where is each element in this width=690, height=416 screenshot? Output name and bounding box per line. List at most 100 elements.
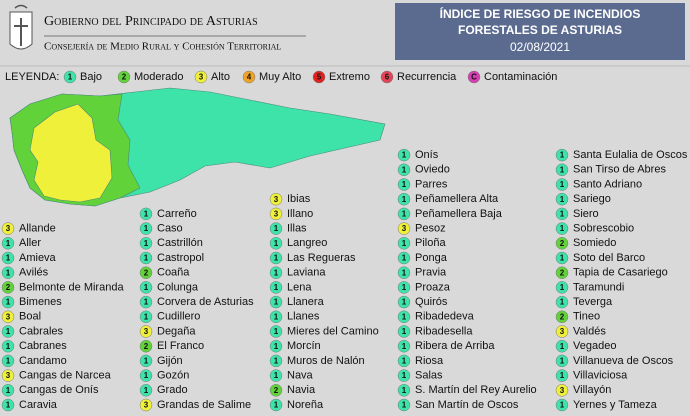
level-number: 3 xyxy=(560,327,565,336)
municipality: Mieres del Camino xyxy=(287,325,379,337)
municipality: Cabranes xyxy=(19,340,67,352)
level-number: 1 xyxy=(560,357,565,366)
level-badge xyxy=(397,281,411,294)
level-badge xyxy=(269,354,283,368)
municipality: Langreo xyxy=(287,237,327,249)
municipality: San Tirso de Abres xyxy=(573,164,666,176)
level-badge xyxy=(397,192,411,206)
level-badge xyxy=(269,339,283,353)
level-badge xyxy=(139,339,153,353)
level-badge xyxy=(1,222,15,235)
level-number: 3 xyxy=(199,73,204,82)
level-badge xyxy=(397,251,411,265)
level-number: 3 xyxy=(144,401,149,410)
level-badge xyxy=(555,251,569,265)
level-badge xyxy=(139,266,153,279)
level-number: C xyxy=(471,73,477,82)
municipality: Valdés xyxy=(573,325,606,337)
level-number: 1 xyxy=(6,342,11,351)
level-number: 1 xyxy=(6,386,11,395)
municipality: Cabrales xyxy=(19,325,64,337)
municipality: Proaza xyxy=(415,281,451,293)
municipality: San Martín de Oscos xyxy=(415,399,519,411)
legend-label: Alto xyxy=(211,71,230,83)
municipality: Quirós xyxy=(415,296,448,308)
level-number: 1 xyxy=(6,357,11,366)
municipality: Salas xyxy=(415,370,443,382)
department: Consejería de Medio Rural y Cohesión Ter… xyxy=(44,41,281,53)
level-number: 1 xyxy=(560,342,565,351)
level-badge xyxy=(397,325,411,338)
legend-label: Muy Alto xyxy=(259,71,301,83)
level-badge xyxy=(139,325,153,338)
level-badge xyxy=(397,266,411,279)
municipality: Teverga xyxy=(573,296,613,308)
level-badge xyxy=(555,354,569,368)
level-badge xyxy=(397,295,411,309)
municipality: Boal xyxy=(19,311,41,323)
municipality: Tineo xyxy=(573,311,600,323)
municipality: Illas xyxy=(287,223,307,235)
municipality: Morcín xyxy=(287,340,321,352)
level-badge xyxy=(269,295,283,309)
level-badge xyxy=(139,237,153,250)
level-number: 2 xyxy=(560,312,565,321)
level-number: 1 xyxy=(144,254,149,263)
level-number: 1 xyxy=(560,371,565,380)
legend-label: Recurrencia xyxy=(397,71,457,83)
level-number: 3 xyxy=(560,386,565,395)
municipality: Villayón xyxy=(573,384,611,396)
level-number: 1 xyxy=(402,401,407,410)
municipality: Cudillero xyxy=(157,311,200,323)
level-number: 1 xyxy=(6,298,11,307)
level-number: 1 xyxy=(6,401,11,410)
level-badge xyxy=(269,325,283,338)
level-number: 2 xyxy=(560,239,565,248)
municipality: Las Regueras xyxy=(287,252,356,264)
level-number: 1 xyxy=(402,210,407,219)
municipality: El Franco xyxy=(157,340,204,352)
level-number: 1 xyxy=(144,239,149,248)
municipality: Santa Eulalia de Oscos xyxy=(573,149,688,161)
level-number: 1 xyxy=(144,312,149,321)
level-badge xyxy=(397,339,411,353)
level-number: 1 xyxy=(560,224,565,233)
level-number: 1 xyxy=(402,254,407,263)
level-badge xyxy=(555,310,569,324)
municipality: Ribadedeva xyxy=(415,311,475,323)
level-number: 1 xyxy=(144,283,149,292)
municipality: Ponga xyxy=(415,252,448,264)
level-number: 1 xyxy=(402,342,407,351)
level-number: 1 xyxy=(402,195,407,204)
level-badge xyxy=(194,70,208,84)
municipality: Castrillón xyxy=(157,237,203,249)
level-badge xyxy=(397,384,411,397)
municipality: Avilés xyxy=(19,267,49,279)
municipality: Vegadeo xyxy=(573,340,616,352)
level-number: 1 xyxy=(560,283,565,292)
level-badge xyxy=(555,163,569,177)
level-badge xyxy=(1,339,15,353)
level-number: 1 xyxy=(144,210,149,219)
level-badge xyxy=(269,207,283,221)
org-name: Gobierno del Principado de Asturias xyxy=(44,14,258,29)
level-badge xyxy=(269,281,283,294)
level-number: 1 xyxy=(402,327,407,336)
level-number: 2 xyxy=(144,342,149,351)
municipality: Oviedo xyxy=(415,164,450,176)
level-badge xyxy=(555,148,569,162)
level-number: 1 xyxy=(402,180,407,189)
municipality: Gozón xyxy=(157,370,189,382)
level-number: 3 xyxy=(6,312,11,321)
level-number: 5 xyxy=(317,73,322,82)
municipality: Llanes xyxy=(287,311,320,323)
municipality: Degaña xyxy=(157,325,196,337)
municipality: Ribadesella xyxy=(415,325,473,337)
municipality: Soto del Barco xyxy=(573,252,645,264)
legend-label: Extremo xyxy=(329,71,370,83)
level-number: 1 xyxy=(274,239,279,248)
level-badge xyxy=(1,295,15,309)
level-number: 1 xyxy=(144,386,149,395)
